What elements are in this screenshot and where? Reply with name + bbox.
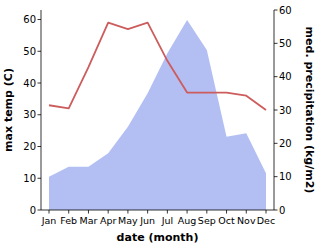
x-tick	[246, 210, 247, 214]
x-tick-label: Nov	[237, 215, 256, 226]
x-tick-label: Dec	[257, 215, 275, 226]
y2-tick-label: 50	[279, 38, 292, 49]
x-tick	[108, 210, 109, 214]
y2-tick-label: 60	[279, 5, 292, 16]
x-axis-title: date (month)	[117, 231, 199, 244]
y2-tick	[274, 110, 278, 111]
x-tick	[167, 210, 168, 214]
y-tick	[38, 146, 42, 147]
plot-marks	[49, 20, 266, 210]
y2-tick	[274, 10, 278, 11]
x-tick-label: Jul	[161, 215, 173, 226]
y-tick-label: 60	[23, 14, 36, 25]
x-tick	[147, 210, 148, 214]
x-tick	[127, 210, 128, 214]
x-tick	[266, 210, 267, 214]
y-tick	[38, 178, 42, 179]
y-tick-label: 30	[23, 109, 36, 120]
y-tick	[38, 19, 42, 20]
x-tick-label: Sep	[198, 215, 216, 226]
x-tick	[206, 210, 207, 214]
x-tick	[68, 210, 69, 214]
y2-tick	[274, 176, 278, 177]
x-tick-label: Jun	[139, 215, 155, 226]
y-tick-label: 0	[30, 205, 36, 216]
temperature-line	[49, 23, 266, 110]
y2-tick	[274, 210, 278, 211]
x-tick-label: Oct	[218, 215, 235, 226]
x-tick-label: Mar	[79, 215, 97, 226]
y2-tick-label: 20	[279, 138, 292, 149]
chart: 0 10 20 30 40 50 60 0 10 20 30 40 50 60 JanFebMarAprMa…	[0, 0, 318, 247]
y2-tick-label: 10	[279, 171, 292, 182]
left-axis	[41, 10, 42, 210]
y-tick	[38, 114, 42, 115]
precipitation-area	[49, 20, 266, 210]
y2-tick-label: 0	[279, 205, 285, 216]
x-tick	[49, 210, 50, 214]
x-tick-label: Feb	[60, 215, 77, 226]
x-tick-label: May	[118, 215, 138, 226]
y-tick-label: 10	[23, 173, 36, 184]
x-tick-label: Jan	[41, 215, 57, 226]
y2-tick	[274, 43, 278, 44]
y2-tick-label: 40	[279, 71, 292, 82]
y-tick	[38, 83, 42, 84]
x-tick	[226, 210, 227, 214]
y-axis-title: max temp (C)	[2, 68, 15, 152]
y2-tick	[274, 143, 278, 144]
x-tick-label: Apr	[100, 215, 117, 226]
bottom-axis	[41, 210, 274, 211]
y-tick	[38, 51, 42, 52]
x-tick	[187, 210, 188, 214]
y-tick-label: 20	[23, 141, 36, 152]
chart-root: 0 10 20 30 40 50 60 0 10 20 30 40 50 60 JanFebMarAprMa…	[0, 0, 318, 247]
y2-tick	[274, 76, 278, 77]
y-tick	[38, 210, 42, 211]
y-tick-label: 40	[23, 78, 36, 89]
x-tick-label: Aug	[178, 215, 197, 226]
y-tick-label: 50	[23, 46, 36, 57]
x-tick	[88, 210, 89, 214]
y2-axis-title: med. precipitation (kg/m2)	[303, 27, 316, 194]
y2-tick-label: 30	[279, 105, 292, 116]
